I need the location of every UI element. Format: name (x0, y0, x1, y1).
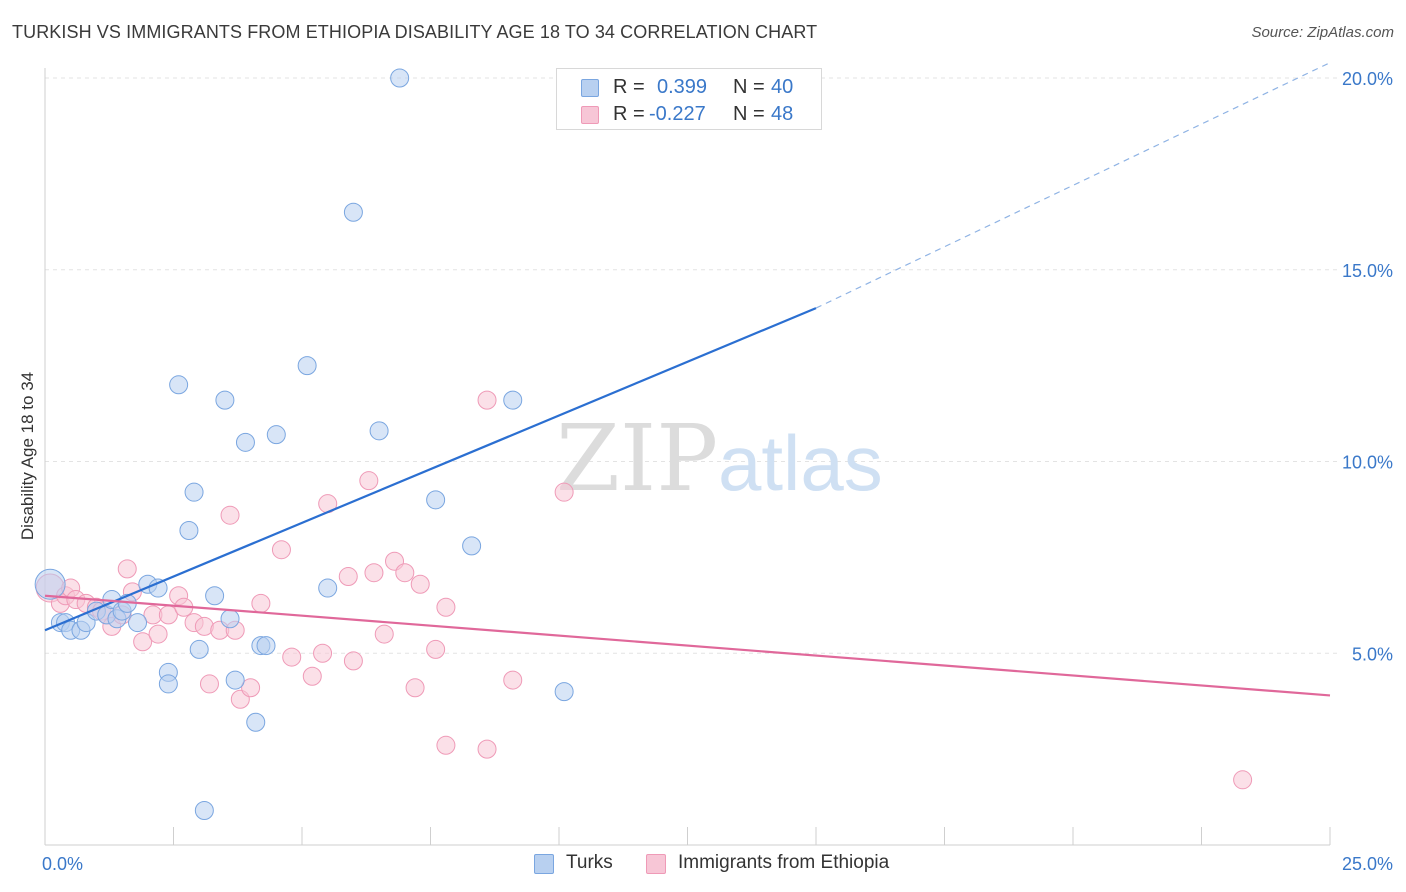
turks-point (256, 636, 276, 656)
ethiopia-swatch (646, 854, 666, 874)
watermark: ZIP atlas (556, 405, 883, 512)
ethiopia-point (374, 624, 394, 644)
turks-point (179, 521, 199, 541)
turks-point (148, 578, 168, 598)
turks-swatch (581, 79, 599, 97)
grid (45, 77, 1340, 654)
ethiopia-point (477, 390, 497, 410)
x-tick-label: 0.0% (42, 854, 83, 874)
turks-point (246, 712, 266, 732)
ethiopia-point (364, 563, 384, 583)
y-tick-label: 20.0% (1342, 69, 1393, 89)
ethiopia-point (410, 574, 430, 594)
y-tick-label: 5.0% (1352, 644, 1393, 664)
ethiopia-point (359, 471, 379, 491)
turks-swatch (534, 854, 554, 874)
n-label: N = (733, 103, 765, 125)
y-tick-label: 15.0% (1342, 261, 1393, 281)
turks-point (220, 609, 240, 629)
turks-point (503, 390, 523, 410)
ethiopia-swatch (581, 106, 599, 124)
r-label: R = (613, 103, 645, 125)
turks-point (215, 390, 235, 410)
trend-lines (44, 62, 1331, 697)
ethiopia-point (426, 639, 446, 659)
legend-label-ethiopia: Immigrants from Ethiopia (678, 852, 890, 873)
ethiopia-point (338, 567, 358, 587)
ethiopia-point (405, 678, 425, 698)
ethiopia-point (395, 563, 415, 583)
watermark-atlas: atlas (718, 419, 883, 507)
r-value-ethiopia: -0.227 (649, 103, 706, 125)
turks-point (158, 674, 178, 694)
ethiopia-point (554, 482, 574, 502)
watermark-zip: ZIP (556, 405, 718, 512)
turks-point (554, 682, 574, 702)
n-label: N = (733, 76, 765, 98)
ethiopia-point (117, 559, 137, 579)
turks-point (343, 202, 363, 222)
legend-label-turks: Turks (566, 852, 613, 873)
ethiopia-point (436, 597, 456, 617)
legend-row-ethiopia: R = -0.227 N = 48 (557, 102, 821, 130)
ethiopia-point (271, 540, 291, 560)
turks-point (318, 578, 338, 598)
ethiopia-point (241, 678, 261, 698)
ethiopia-point (1233, 770, 1253, 790)
n-value-ethiopia: 48 (771, 103, 794, 125)
y-axis-label: Disability Age 18 to 34 (18, 372, 37, 540)
turks-point (235, 432, 255, 452)
series-legend: Turks Immigrants from Ethiopia (534, 852, 914, 878)
ethiopia-point (436, 735, 456, 755)
ethiopia-point (282, 647, 302, 667)
ethiopia-point (503, 670, 523, 690)
turks-point (169, 375, 189, 395)
x-tick-label: 25.0% (1342, 854, 1393, 874)
turks-point (369, 421, 389, 441)
chart-title: TURKISH VS IMMIGRANTS FROM ETHIOPIA DISA… (12, 22, 818, 42)
r-label: R = (613, 76, 645, 98)
source-label: Source: ZipAtlas.com (1251, 24, 1394, 41)
axes (44, 68, 1331, 846)
ethiopia-point (199, 674, 219, 694)
tick-labels: 5.0% 10.0% 15.0% 20.0% 0.0% 25.0% (42, 69, 1393, 874)
turks-point (184, 482, 204, 502)
turks-point (194, 800, 214, 820)
ethiopia-point (251, 593, 271, 613)
n-value-turks: 40 (771, 76, 794, 98)
y-tick-label: 10.0% (1342, 453, 1393, 473)
ethiopia-trend-line (44, 594, 1331, 697)
turks-point (297, 356, 317, 376)
turks-point (189, 639, 209, 659)
ethiopia-point (343, 651, 363, 671)
turks-point (128, 613, 148, 633)
turks-point (390, 68, 410, 88)
turks-trend-line (44, 307, 817, 632)
ethiopia-point (220, 505, 240, 525)
turks-points (34, 68, 574, 820)
ethiopia-point (477, 739, 497, 759)
ethiopia-point (133, 632, 153, 652)
turks-point (225, 670, 245, 690)
turks-point (266, 425, 286, 445)
correlation-legend: R = 0.399 N = 40 R = -0.227 N = 48 (556, 68, 822, 130)
turks-trend-extension (815, 62, 1331, 309)
legend-row-turks: R = 0.399 N = 40 (557, 75, 821, 103)
turks-point (34, 568, 66, 600)
turks-point (426, 490, 446, 510)
ethiopia-point (313, 643, 333, 663)
turks-point (205, 586, 225, 606)
r-value-turks: 0.399 (657, 76, 708, 98)
ethiopia-point (302, 666, 322, 686)
ethiopia-point (148, 624, 168, 644)
turks-point (462, 536, 482, 556)
